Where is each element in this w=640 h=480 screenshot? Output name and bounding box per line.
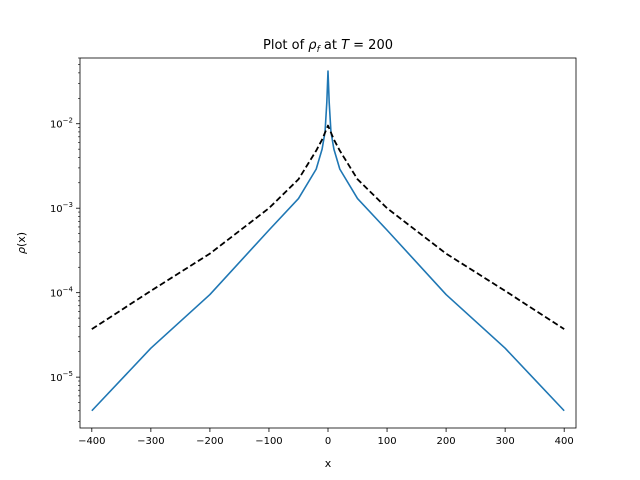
x-tick-label: −200 bbox=[196, 436, 223, 447]
x-tick-label: −400 bbox=[78, 436, 105, 447]
x-tick-label: 400 bbox=[555, 436, 574, 447]
chart-title: Plot of ρf at T = 200 bbox=[263, 38, 393, 55]
plot-area bbox=[91, 70, 565, 412]
y-tick-label: 10−2 bbox=[50, 117, 73, 131]
series-line-1 bbox=[91, 70, 565, 412]
x-tick-label: 300 bbox=[496, 436, 515, 447]
series-line-2 bbox=[91, 124, 565, 330]
x-tick-label: 200 bbox=[437, 436, 456, 447]
x-tick-label: −100 bbox=[255, 436, 282, 447]
ticks: −400 −300 −200 −100 0 100 200 300 400 10−5 10−4 10−… bbox=[50, 57, 574, 447]
y-tick-label: 10−3 bbox=[50, 201, 73, 215]
y-tick-label: 10−5 bbox=[50, 370, 73, 384]
y-axis-label: ρ(x) bbox=[15, 232, 28, 254]
x-tick-label: 100 bbox=[378, 436, 397, 447]
x-axis-label: x bbox=[325, 457, 332, 470]
x-tick-label: 0 bbox=[325, 436, 331, 447]
x-tick-label: −300 bbox=[137, 436, 164, 447]
y-tick-label: 10−4 bbox=[50, 286, 74, 300]
